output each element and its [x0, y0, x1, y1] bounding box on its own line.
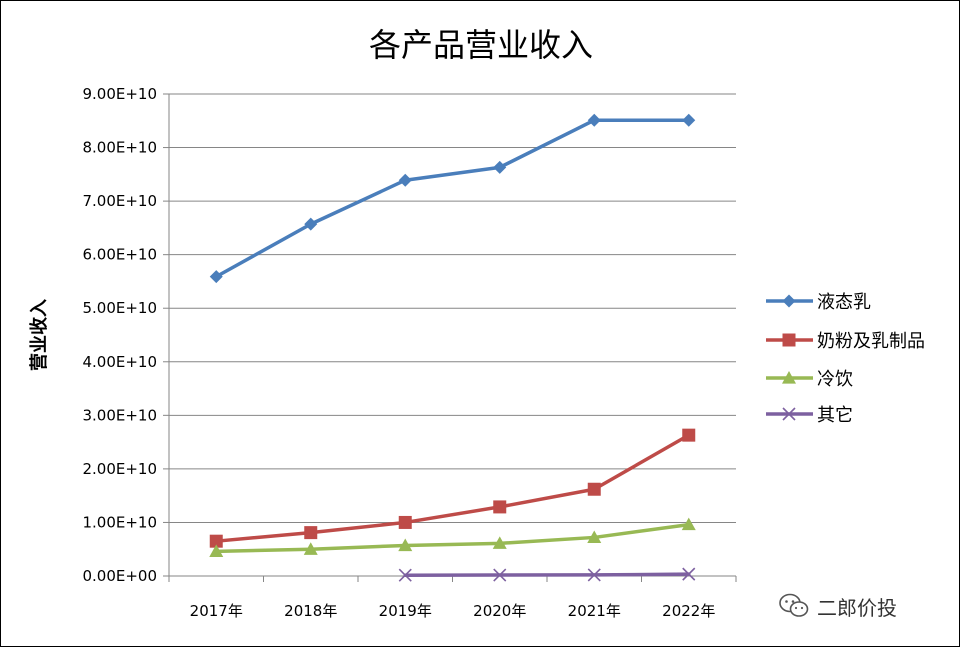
series-line [214, 522, 691, 554]
data-point [681, 517, 696, 531]
legend-marker [782, 294, 796, 308]
chart-title: 各产品营业收入 [369, 26, 593, 64]
x-marker-stroke [398, 568, 412, 582]
x-marker-stroke [493, 568, 507, 582]
series-1 [209, 113, 696, 284]
data-point [587, 113, 601, 127]
legend-item: 冷饮 [766, 369, 853, 390]
series-line [214, 433, 691, 543]
y-tick-label: 6.00E+10 [82, 246, 157, 264]
data-point [304, 526, 318, 540]
legend-item: 其它 [766, 405, 853, 426]
x-marker-stroke [587, 568, 601, 582]
series-layer [209, 113, 696, 582]
x-tick-labels: 2017年 2018年 2019年 2020年 2021年 2022年 [190, 602, 716, 620]
y-tick-label: 7.00E+10 [82, 192, 157, 210]
data-point [209, 534, 223, 548]
data-point [303, 542, 318, 555]
data-point [304, 217, 318, 231]
y-tick-label: 1.00E+10 [82, 513, 157, 531]
data-point [682, 113, 696, 127]
legend-label: 其它 [817, 405, 853, 426]
legend-label: 奶粉及乳制品 [817, 331, 925, 352]
x-tick-label: 2018年 [284, 602, 337, 620]
series-4 [398, 567, 696, 582]
data-point [209, 270, 223, 284]
legend-marker [782, 371, 796, 384]
legend-label: 冷饮 [817, 369, 853, 390]
x-tick-label: 2017年 [190, 602, 243, 620]
data-point [493, 160, 507, 174]
grid-layer [163, 93, 737, 582]
data-point [492, 536, 507, 549]
series-2 [209, 428, 696, 548]
legend-marker [782, 407, 796, 421]
series-line [214, 118, 691, 279]
x-tick-label: 2020年 [473, 602, 526, 620]
data-point [682, 567, 696, 581]
watermark: 二郎价投 [779, 591, 897, 621]
series-3 [209, 517, 696, 557]
y-tick-label: 3.00E+10 [82, 406, 157, 424]
watermark-text: 二郎价投 [817, 595, 897, 620]
data-point [398, 538, 413, 552]
y-tick-labels: 0.00E+00 1.00E+10 2.00E+10 3.00E+10 4.00E+10… [82, 85, 157, 585]
y-tick-label: 4.00E+10 [82, 353, 157, 371]
y-axis-label: 营业收入 [28, 299, 50, 371]
wechat-icon [779, 593, 809, 617]
series-line [403, 572, 691, 577]
y-tick-label: 5.00E+10 [82, 299, 157, 317]
y-tick-label: 9.00E+10 [82, 85, 157, 103]
x-tick-label: 2021年 [568, 602, 621, 620]
legend-item: 液态乳 [766, 292, 871, 313]
x-tick-label: 2019年 [379, 602, 432, 620]
legend-item: 奶粉及乳制品 [766, 331, 925, 352]
data-point [209, 544, 224, 557]
data-point [493, 500, 507, 514]
data-point [398, 515, 412, 529]
data-point [493, 568, 507, 582]
y-tick-label: 0.00E+00 [82, 567, 157, 585]
y-tick-label: 2.00E+10 [82, 460, 157, 478]
x-marker-stroke [682, 567, 696, 581]
data-point [398, 568, 412, 582]
legend-label: 液态乳 [817, 292, 871, 313]
y-tick-label: 8.00E+10 [82, 139, 157, 157]
data-point [587, 568, 601, 582]
data-point [587, 482, 601, 496]
x-tick-label: 2022年 [662, 602, 715, 620]
data-point [682, 428, 696, 442]
legend-marker [782, 333, 796, 347]
data-point [587, 530, 602, 544]
x-marker-stroke [782, 407, 796, 421]
data-point [398, 173, 412, 187]
